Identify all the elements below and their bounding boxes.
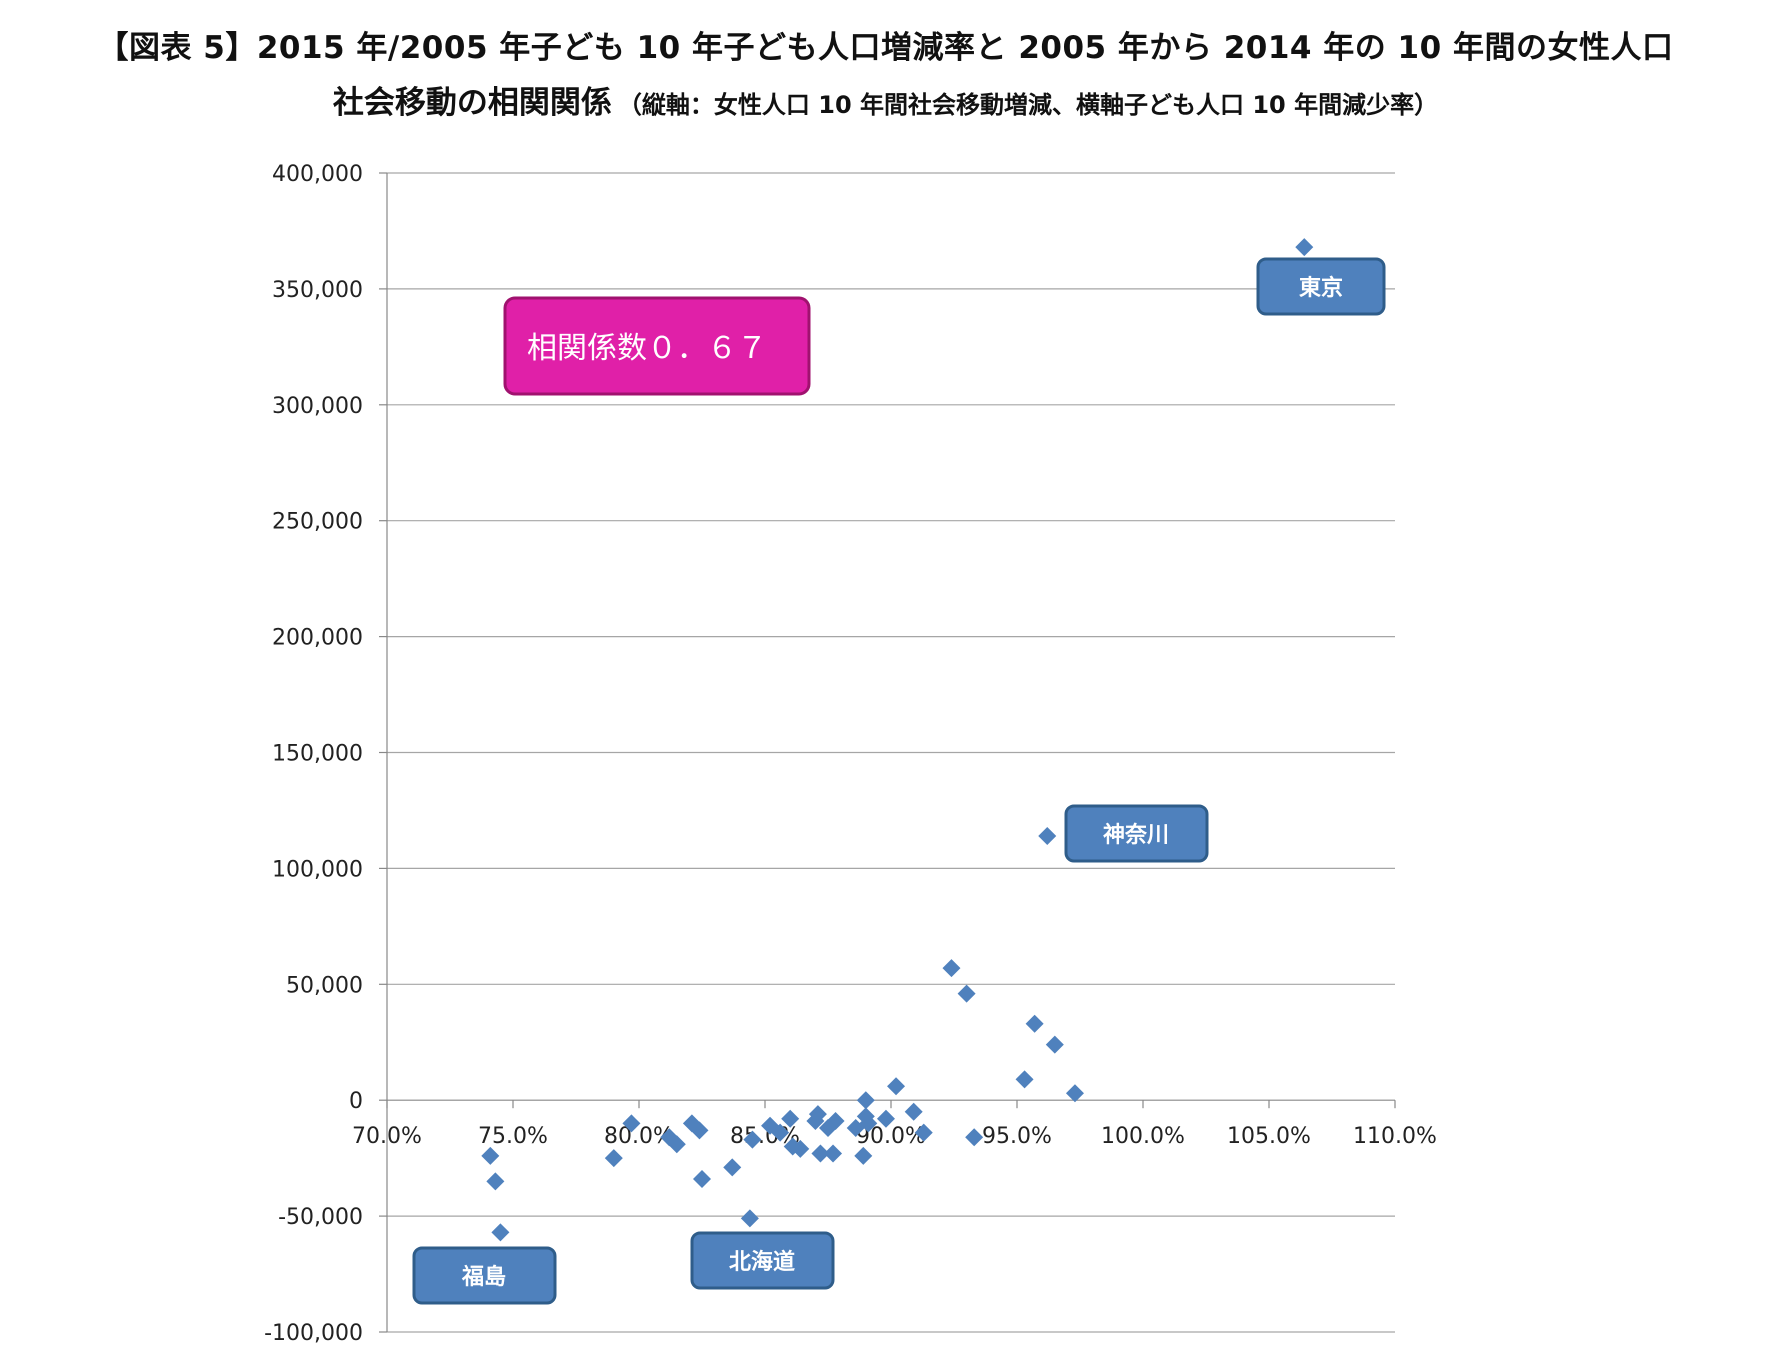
title-line-1: 【図表 5】2015 年/2005 年子ども 10 年子ども人口増減率と 200… [97, 30, 1674, 66]
data-point [791, 1139, 810, 1158]
data-point [876, 1109, 895, 1128]
gridlines [379, 172, 1395, 1333]
data-point [740, 1209, 759, 1228]
data-point [846, 1119, 865, 1138]
x-tick-label: 75.0% [478, 1124, 548, 1149]
data-point [693, 1170, 711, 1189]
data-point [1295, 238, 1314, 257]
y-tick-label: 350,000 [272, 278, 363, 303]
axes [386, 173, 1396, 1332]
data-point [491, 1223, 510, 1242]
data-point [856, 1107, 875, 1126]
title-line-2: 社会移動の相関関係 （縦軸：女性人口 10 年間社会移動増減、横軸子ども人口 10… [0, 77, 1771, 122]
data-point [887, 1077, 906, 1096]
data-point [1045, 1035, 1064, 1054]
data-point [806, 1112, 825, 1131]
data-point [957, 984, 976, 1003]
y-tick-label: 200,000 [272, 626, 363, 651]
callout-tokyo-label: 東京 [1299, 275, 1343, 301]
y-tick-label: 50,000 [286, 973, 363, 998]
callout-hokkaido-box [690, 1231, 835, 1290]
chart-title: 【図表 5】2015 年/2005 年子ども 10 年子ども人口増減率と 200… [0, 22, 1771, 122]
y-tick-label: 400,000 [272, 162, 363, 187]
callout-fukushima-label: 福島 [461, 1264, 506, 1290]
data-point [1038, 826, 1057, 845]
x-tick-label: 95.0% [982, 1124, 1052, 1149]
y-tick-label: -50,000 [278, 1205, 363, 1230]
data-point [914, 1123, 933, 1142]
y-tick-label: 150,000 [272, 742, 363, 767]
data-point [824, 1144, 843, 1163]
correlation-label: 相関係数０．６７ [527, 331, 767, 366]
callout-fukushima-box [412, 1246, 557, 1305]
data-point [481, 1146, 500, 1165]
data-point [1015, 1070, 1034, 1089]
data-point [486, 1172, 505, 1191]
x-tick-label: 100.0% [1101, 1124, 1185, 1149]
x-tick-label: 105.0% [1227, 1124, 1311, 1149]
data-point [904, 1102, 923, 1121]
correlation-box-background [503, 296, 811, 396]
callout-kanagawa-label: 神奈川 [1103, 822, 1169, 848]
x-tick-label: 110.0% [1353, 1124, 1437, 1149]
x-axis-tick-labels: 70.0% 75.0% 80.0% 85.0% 90.0% 95.0% 100.0% 105.… [352, 1124, 1437, 1149]
callout-fukushima: 福島 [412, 1246, 557, 1305]
title-line-2-main: 社会移動の相関関係 [332, 85, 612, 121]
y-tick-label: 250,000 [272, 510, 363, 535]
y-tick-label: -100,000 [264, 1321, 363, 1346]
data-point [819, 1119, 837, 1138]
data-point [942, 959, 961, 978]
data-point [622, 1114, 641, 1133]
y-tick-label: 0 [349, 1089, 363, 1114]
data-point [965, 1128, 984, 1147]
callout-tokyo-box [1256, 257, 1386, 316]
data-point [771, 1123, 790, 1142]
y-tick-label: 300,000 [272, 394, 363, 419]
callout-hokkaido: 北海道 [690, 1231, 835, 1290]
data-points [481, 238, 1314, 1242]
callout-tokyo: 東京 [1256, 257, 1386, 316]
correlation-box: 相関係数０．６７ [503, 296, 811, 396]
y-tick-label: 100,000 [272, 857, 363, 882]
data-point [723, 1158, 742, 1177]
data-point [1065, 1084, 1084, 1103]
data-point [811, 1144, 830, 1163]
data-point [1025, 1014, 1044, 1033]
data-point [781, 1109, 800, 1128]
data-point [660, 1128, 679, 1147]
title-line-2-axis-note: （縦軸：女性人口 10 年間社会移動増減、横軸子ども人口 10 年間減少率） [617, 91, 1439, 119]
x-tick-label: 70.0% [352, 1124, 422, 1149]
callout-kanagawa-box [1064, 804, 1209, 863]
callout-hokkaido-label: 北海道 [729, 1249, 795, 1275]
data-point [854, 1146, 873, 1165]
data-point [743, 1130, 762, 1149]
data-point [856, 1091, 875, 1110]
data-point [604, 1149, 623, 1168]
callout-kanagawa: 神奈川 [1064, 804, 1209, 863]
y-axis-tick-labels: 400,000 350,000 300,000 250,000 200,000 150,0… [264, 162, 363, 1346]
data-point [690, 1121, 709, 1140]
